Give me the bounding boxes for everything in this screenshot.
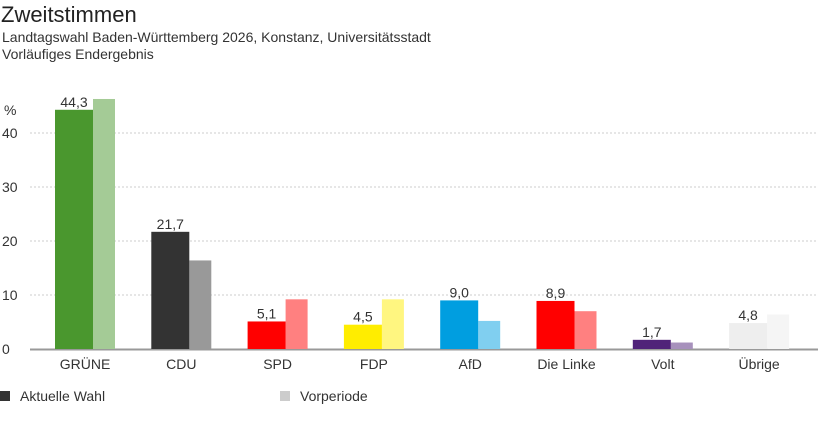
y-tick-label: 20 xyxy=(2,233,18,249)
chart-title: Zweitstimmen xyxy=(1,2,137,27)
result-status: Vorläufiges Endergebnis xyxy=(2,46,154,62)
legend-item-previous: Vorperiode xyxy=(280,388,368,404)
x-tick-label: Die Linke xyxy=(537,356,596,372)
x-tick-label: FDP xyxy=(360,356,388,372)
bar-previous xyxy=(189,260,212,349)
bar-current xyxy=(343,324,382,349)
x-tick-label: Volt xyxy=(651,356,674,372)
bar-current xyxy=(440,300,479,349)
y-tick-label: 30 xyxy=(2,179,18,195)
x-tick-label: Übrige xyxy=(738,355,779,372)
y-tick-label: 10 xyxy=(2,287,18,303)
bar-current xyxy=(247,321,286,349)
x-tick-label: GRÜNE xyxy=(60,355,111,372)
bar-previous xyxy=(670,342,693,349)
bar-chart: % 0 10 20 30 40 44,3 21,7 5,1 4,5 9,0 8,9 1,7 4,8 G… xyxy=(2,94,818,372)
bar-previous xyxy=(478,320,501,349)
x-tick-label: SPD xyxy=(263,356,292,372)
y-tick-label: 40 xyxy=(2,125,18,141)
bar-previous xyxy=(574,311,597,349)
bar-previous xyxy=(767,314,790,349)
bar-current xyxy=(151,231,190,349)
x-tick-label: AfD xyxy=(459,356,482,372)
legend-swatch-previous xyxy=(280,391,290,401)
data-label: 8,9 xyxy=(546,285,566,301)
legend-label-previous: Vorperiode xyxy=(300,388,368,404)
y-axis-unit-label: % xyxy=(4,102,16,118)
data-label: 1,7 xyxy=(642,324,662,340)
data-label: 4,5 xyxy=(353,309,373,325)
x-tick-label: CDU xyxy=(166,356,196,372)
bar-current xyxy=(55,109,93,349)
legend-item-current: Aktuelle Wahl xyxy=(0,388,105,404)
y-tick-label: 0 xyxy=(2,341,10,357)
data-label: 21,7 xyxy=(157,216,184,232)
data-label: 4,8 xyxy=(738,307,758,323)
legend-label-current: Aktuelle Wahl xyxy=(20,388,106,404)
data-label: 9,0 xyxy=(449,284,469,300)
bar-current xyxy=(536,300,575,349)
chart-subtitle: Landtagswahl Baden-Württemberg 2026, Kon… xyxy=(2,29,431,45)
data-label: 44,3 xyxy=(60,94,87,110)
bar-current xyxy=(632,339,671,349)
bar-previous xyxy=(381,299,404,349)
legend-swatch-current xyxy=(0,391,10,401)
bar-previous xyxy=(285,299,308,349)
data-label: 5,1 xyxy=(257,305,277,321)
bar-previous xyxy=(93,98,115,349)
bar-current xyxy=(729,323,768,349)
